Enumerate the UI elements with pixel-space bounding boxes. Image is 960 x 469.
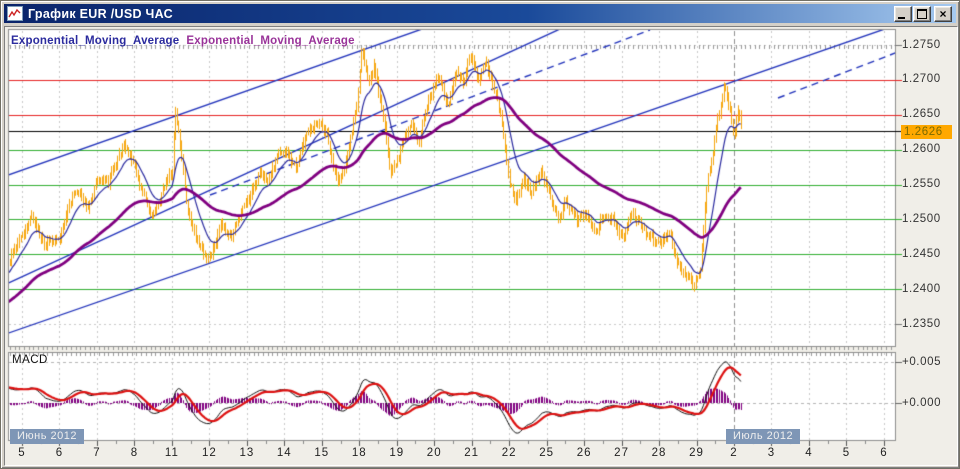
screenshot-root: { "window": { "title": "График EUR /USD … (0, 0, 960, 469)
price-chart-canvas[interactable] (0, 0, 960, 469)
